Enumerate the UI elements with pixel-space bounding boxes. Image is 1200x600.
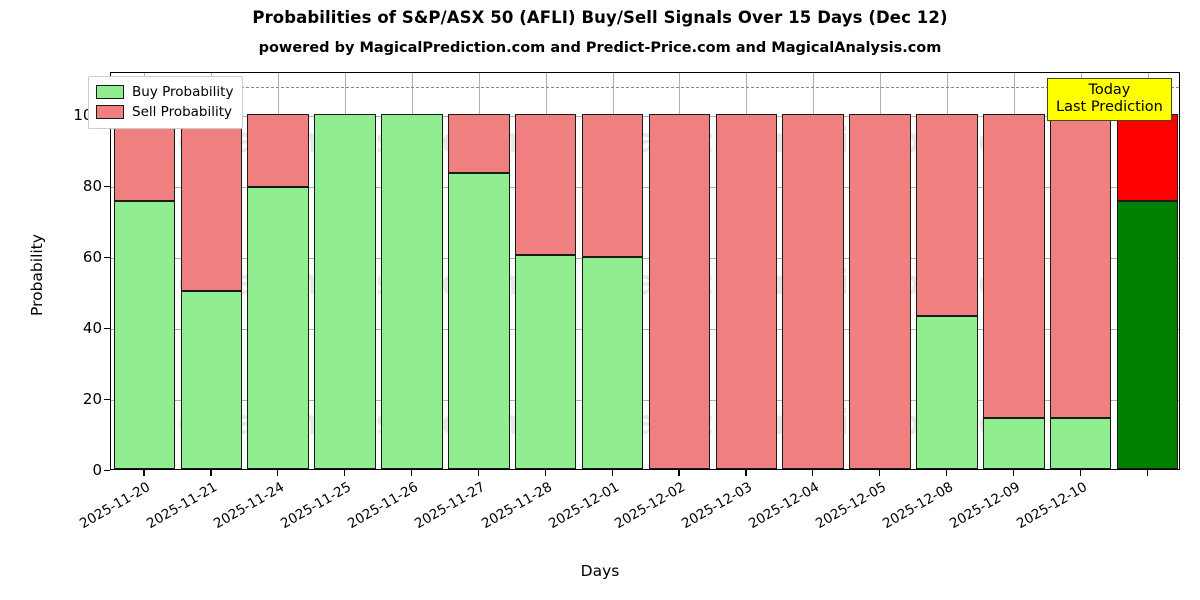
y-tick-label-0: 0 (92, 461, 102, 479)
gridline-y-80 (111, 186, 1179, 188)
x-tick-mark (879, 470, 881, 476)
bar-segment-sell[interactable] (983, 113, 1045, 419)
y-tick-label-20: 20 (82, 389, 102, 408)
chart-subtitle: powered by MagicalPrediction.com and Pre… (258, 40, 942, 56)
x-tick-mark (1079, 470, 1081, 476)
bar-group[interactable] (782, 73, 844, 469)
gridline-y-40 (111, 328, 1179, 330)
x-tick-mark (410, 470, 413, 476)
bar-segment-sell[interactable] (916, 113, 978, 316)
today-annotation-line1: Today (1088, 82, 1131, 98)
bar-segment-sell[interactable] (448, 113, 510, 174)
x-tick-mark (678, 470, 680, 476)
legend-item[interactable]: Sell Probability (96, 102, 233, 122)
x-tick-mark (143, 470, 145, 476)
bar-group[interactable] (581, 73, 644, 469)
gridline-y-60 (111, 257, 1179, 259)
bar-segment-buy[interactable] (514, 254, 577, 469)
bar-group[interactable] (1049, 73, 1112, 469)
bar-segment-sell[interactable] (247, 113, 309, 187)
bar-segment-buy[interactable] (916, 315, 978, 469)
y-tick-label-40: 40 (82, 318, 102, 337)
bar-group[interactable] (849, 73, 911, 469)
legend-label: Buy Probability (132, 84, 234, 100)
y-tick-label-60: 60 (82, 247, 102, 266)
bar-segment-buy[interactable] (1049, 418, 1112, 469)
bar-group[interactable] (648, 73, 711, 469)
bar-segment-buy[interactable] (983, 418, 1045, 469)
bar-segment-sell[interactable] (648, 113, 711, 469)
y-tick-label-80: 80 (82, 176, 102, 195)
bar-group[interactable] (180, 73, 243, 469)
x-tick-mark (210, 470, 212, 476)
gridline-y-20 (111, 399, 1179, 401)
page-title: Probabilities of S&P/ASX 50 (AFLI) Buy/S… (252, 8, 948, 27)
x-tick-mark (544, 470, 546, 476)
x-tick-mark (344, 470, 346, 476)
y-tick-mark (104, 398, 110, 401)
x-tick-mark (277, 470, 279, 476)
bar-group[interactable] (448, 73, 510, 469)
y-tick-mark (104, 470, 110, 472)
bar-segment-sell[interactable] (1049, 113, 1112, 419)
y-tick-mark (104, 185, 110, 187)
x-tick-mark (1146, 470, 1148, 476)
x-tick-mark (477, 470, 479, 476)
bar-segment-buy[interactable] (180, 291, 243, 469)
y-tick-mark (104, 327, 110, 330)
bar-group[interactable] (314, 73, 376, 469)
bar-segment-buy[interactable] (1116, 200, 1179, 469)
bar-group[interactable] (916, 73, 978, 469)
x-tick-mark (745, 470, 747, 476)
bar-group[interactable] (715, 73, 778, 469)
bar-segment-buy[interactable] (448, 173, 510, 469)
bar-segment-buy[interactable] (113, 200, 176, 469)
legend-swatch-icon (96, 105, 124, 119)
legend-swatch-icon (96, 85, 124, 99)
today-annotation: Today Last Prediction (1047, 78, 1172, 122)
bar-segment-sell[interactable] (782, 113, 844, 469)
bar-segment-buy[interactable] (581, 256, 644, 469)
gridline-y-100 (111, 115, 1179, 117)
y-axis-label: Probability (28, 234, 46, 316)
y-tick-mark (104, 256, 110, 258)
x-axis-label: Days (580, 562, 620, 580)
bars-container (111, 73, 1179, 469)
x-tick-mark (611, 470, 613, 476)
bar-segment-buy[interactable] (381, 113, 443, 469)
bar-segment-sell[interactable] (180, 113, 243, 292)
bar-group[interactable] (381, 73, 443, 469)
x-tick-mark (812, 470, 814, 476)
bar-group[interactable] (1116, 73, 1179, 469)
bar-segment-sell[interactable] (715, 113, 778, 469)
legend-label: Sell Probability (132, 104, 233, 120)
bar-group[interactable] (247, 73, 309, 469)
bar-group[interactable] (983, 73, 1045, 469)
today-annotation-line2: Last Prediction (1056, 99, 1163, 116)
x-tick-mark (945, 470, 948, 476)
bar-segment-sell[interactable] (581, 113, 644, 257)
bar-group[interactable] (514, 73, 577, 469)
bar-segment-buy[interactable] (314, 113, 376, 469)
bar-segment-sell[interactable] (514, 113, 577, 255)
chart-legend: Buy Probability Sell Probability (88, 76, 244, 129)
x-tick-mark (1012, 470, 1014, 476)
bar-segment-sell[interactable] (849, 113, 911, 469)
bar-segment-sell[interactable] (1116, 113, 1179, 201)
plot-area: MagicalAnalysis.comMagicalPrediction.com… (110, 72, 1180, 470)
legend-item[interactable]: Buy Probability (96, 82, 233, 102)
bar-segment-buy[interactable] (247, 186, 309, 469)
bar-group[interactable] (113, 73, 176, 469)
reference-dashed-line (111, 87, 1179, 89)
